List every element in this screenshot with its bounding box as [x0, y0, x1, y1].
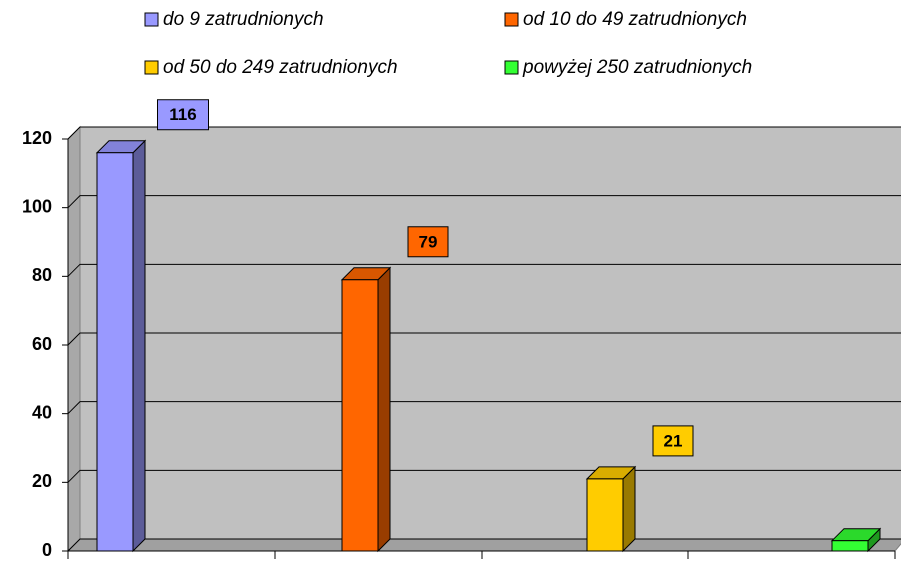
y-tick-label: 20	[32, 471, 52, 491]
bars: 11679213	[95, 99, 882, 553]
bar	[831, 540, 869, 552]
legend-label: od 50 do 249 zatrudnionych	[163, 57, 398, 78]
value-label: 116	[169, 105, 196, 124]
value-label: 79	[419, 232, 438, 251]
value-label-box	[407, 226, 449, 258]
y-tick-label: 60	[32, 334, 52, 354]
legend-swatch	[504, 12, 519, 27]
grid-line	[67, 401, 901, 415]
bar	[96, 152, 134, 552]
grid: 0 20 40 60 80 100 120	[22, 126, 901, 560]
legend: do 9 zatrudnionych od 10 do 49 zatrudnion…	[144, 9, 752, 78]
bar-side	[377, 266, 391, 553]
legend-swatch	[504, 60, 519, 75]
y-tick-label: 40	[32, 402, 52, 422]
grid-line	[67, 332, 901, 346]
y-tick-label: 120	[22, 128, 52, 148]
grid-line	[67, 263, 901, 277]
bar	[341, 279, 379, 552]
legend-swatch	[144, 60, 159, 75]
bar	[586, 478, 624, 552]
value-label-box	[157, 99, 209, 131]
value-label-box	[652, 425, 694, 457]
legend-label: powyżej 250 zatrudnionych	[522, 57, 752, 78]
y-tick-label: 100	[22, 196, 52, 216]
floor	[66, 538, 901, 552]
bar-side	[622, 465, 636, 553]
value-label: 21	[664, 431, 683, 450]
bar-side	[132, 139, 146, 553]
grid-line	[67, 195, 901, 209]
y-tick-label: 0	[42, 540, 52, 560]
y-tick-label: 80	[32, 265, 52, 285]
legend-label: od 10 do 49 zatrudnionych	[523, 9, 747, 30]
legend-swatch	[144, 12, 159, 27]
grid-line	[67, 126, 901, 140]
legend-label: do 9 zatrudnionych	[163, 9, 324, 30]
